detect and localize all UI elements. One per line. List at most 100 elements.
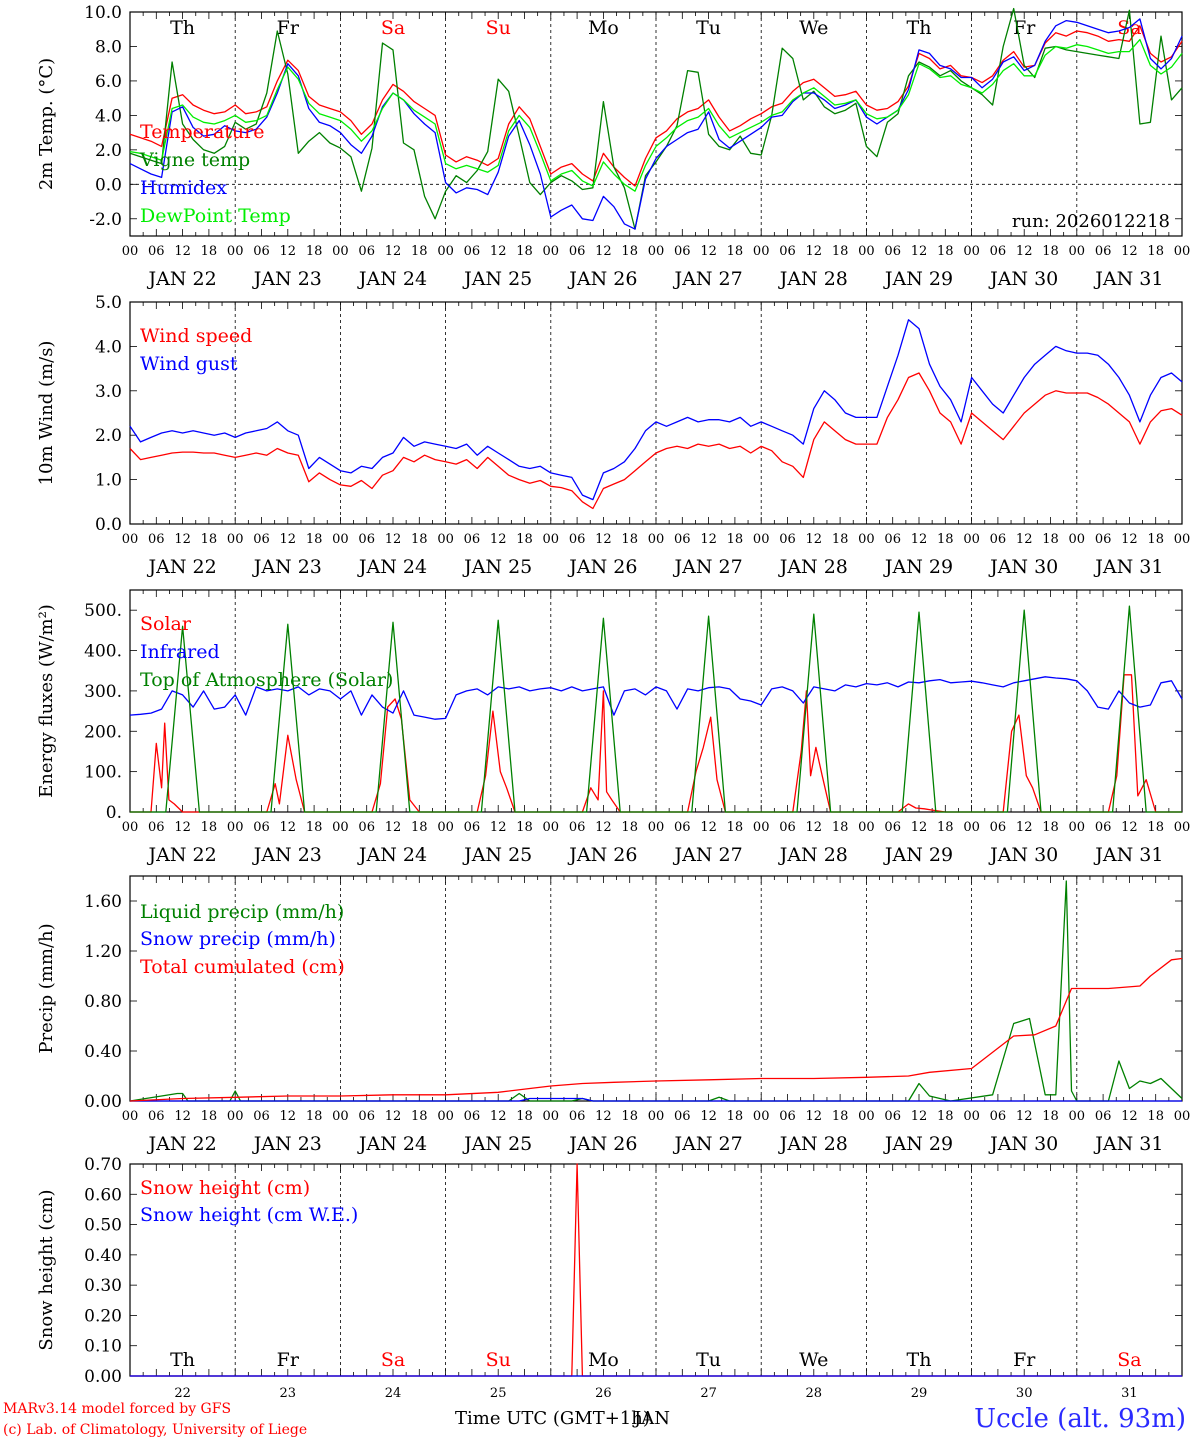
legend-entry: DewPoint Temp — [140, 205, 291, 227]
day-number: 27 — [700, 1386, 717, 1401]
hour-tick-label: 18 — [306, 1109, 323, 1124]
y-tick-label: 200. — [84, 722, 122, 742]
y-tick-label: 2.0 — [95, 141, 122, 161]
legend-entry: Snow height (cm W.E.) — [140, 1204, 358, 1226]
hour-tick-label: 06 — [990, 820, 1007, 835]
hour-tick-label: 12 — [1016, 532, 1033, 547]
y-tick-label: 3.0 — [95, 382, 122, 402]
series-dewpoint-temp — [129, 38, 1183, 192]
hour-tick-label: 06 — [358, 1109, 375, 1124]
hour-tick-label: 12 — [385, 1109, 402, 1124]
time-axis-overlap: JAN — [632, 1408, 670, 1429]
panel-4: 0.00 0.40 0.80 1.20 1.60 Precip (mm/h) 00 06 12 1… — [36, 875, 1190, 1155]
legend-entry: Top of Atmosphere (Solar) — [140, 669, 393, 691]
y-axis-title: Snow height (cm) — [36, 1189, 57, 1350]
hour-tick-label: 06 — [358, 244, 375, 259]
hour-tick-label: 06 — [990, 244, 1007, 259]
date-label: JAN 25 — [462, 844, 532, 866]
hour-tick-label: 18 — [621, 244, 638, 259]
date-label: JAN 25 — [462, 268, 532, 290]
hour-tick-label: 06 — [148, 1109, 165, 1124]
hour-tick-label: 18 — [411, 1109, 428, 1124]
hour-tick-label: 18 — [516, 532, 533, 547]
date-label: JAN 26 — [567, 268, 637, 290]
y-tick-label: 0.40 — [84, 1246, 122, 1266]
date-label: JAN 23 — [252, 1133, 322, 1155]
y-tick-label: 10.0 — [84, 3, 122, 23]
hour-tick-label: 06 — [779, 532, 796, 547]
hour-tick-label: 00 — [753, 1109, 770, 1124]
date-label: JAN 27 — [673, 556, 743, 578]
date-label: JAN 31 — [1093, 1133, 1163, 1155]
series-infrared — [129, 676, 1183, 720]
hour-tick-label: 18 — [1147, 820, 1164, 835]
hour-tick-label: 18 — [727, 532, 744, 547]
hour-tick-label: 06 — [464, 244, 481, 259]
date-label: JAN 22 — [147, 556, 217, 578]
day-name: Th — [907, 17, 932, 39]
hour-tick-label: 12 — [174, 244, 191, 259]
y-tick-label: 4.0 — [95, 106, 122, 126]
hour-tick-label: 00 — [1069, 1109, 1086, 1124]
date-label: JAN 28 — [778, 1133, 848, 1155]
day-name: We — [799, 1349, 828, 1371]
hour-tick-label: 06 — [779, 820, 796, 835]
legend-entry: Infrared — [140, 641, 220, 663]
date-label: JAN 29 — [883, 1133, 953, 1155]
hour-tick-label: 06 — [1095, 532, 1112, 547]
legend-entry: Total cumulated (cm) — [140, 956, 345, 978]
hour-tick-label: 12 — [490, 820, 507, 835]
day-number: 22 — [174, 1386, 191, 1401]
day-name: Sa — [381, 1349, 405, 1371]
hour-tick-label: 06 — [569, 244, 586, 259]
date-label: JAN 24 — [357, 844, 427, 866]
hour-tick-label: 00 — [1069, 532, 1086, 547]
hour-tick-label: 00 — [437, 1109, 454, 1124]
y-tick-label: 1.20 — [84, 942, 122, 962]
hour-tick-label: 00 — [648, 244, 665, 259]
hour-tick-label: 12 — [595, 1109, 612, 1124]
hour-tick-label: 06 — [464, 1109, 481, 1124]
credit-line-1: MARv3.14 model forced by GFS — [3, 1401, 231, 1417]
hour-tick-label: 12 — [806, 532, 823, 547]
legend-entry: Snow precip (mm/h) — [140, 928, 336, 950]
hour-tick-label: 18 — [411, 532, 428, 547]
legend-entry: Humidex — [140, 177, 227, 199]
hour-tick-label: 06 — [674, 1109, 691, 1124]
date-label: JAN 22 — [147, 1133, 217, 1155]
y-tick-label: 0.30 — [84, 1276, 122, 1296]
hour-tick-label: 12 — [490, 1109, 507, 1124]
hour-tick-label: 12 — [490, 532, 507, 547]
date-label: JAN 29 — [883, 844, 953, 866]
hour-tick-label: 12 — [911, 820, 928, 835]
hour-tick-label: 18 — [1042, 1109, 1059, 1124]
hour-tick-label: 00 — [1174, 820, 1191, 835]
hour-tick-label: 18 — [621, 532, 638, 547]
hour-tick-label: 12 — [700, 820, 717, 835]
hour-tick-label: 12 — [1121, 1109, 1138, 1124]
y-tick-label: 4.0 — [95, 337, 122, 357]
hour-tick-label: 00 — [437, 532, 454, 547]
y-tick-label: 0.0 — [95, 175, 122, 195]
day-name: Fr — [277, 17, 300, 39]
series-wind-speed — [129, 372, 1183, 510]
series-solar — [130, 674, 1182, 813]
hour-tick-label: 00 — [858, 244, 875, 259]
hour-tick-label: 00 — [543, 820, 560, 835]
hour-tick-label: 00 — [122, 244, 139, 259]
date-label: JAN 28 — [778, 556, 848, 578]
y-tick-label: 2.0 — [95, 426, 122, 446]
hour-tick-label: 18 — [1042, 820, 1059, 835]
y-tick-label: -2.0 — [89, 210, 122, 230]
run-label: run: 2026012218 — [1012, 211, 1170, 232]
hour-tick-label: 12 — [911, 532, 928, 547]
panel-2: 0.0 1.0 2.0 3.0 4.0 5.0 10m Wind (m/s) 00 06 12 18… — [36, 293, 1190, 578]
hour-tick-label: 12 — [280, 244, 297, 259]
y-axis-title: Precip (mm/h) — [36, 923, 57, 1053]
date-label: JAN 25 — [462, 1133, 532, 1155]
date-label: JAN 23 — [252, 844, 322, 866]
series-vigne-temp — [129, 7, 1183, 230]
legend-entry: Wind gust — [140, 353, 238, 375]
y-tick-label: 400. — [84, 642, 122, 662]
